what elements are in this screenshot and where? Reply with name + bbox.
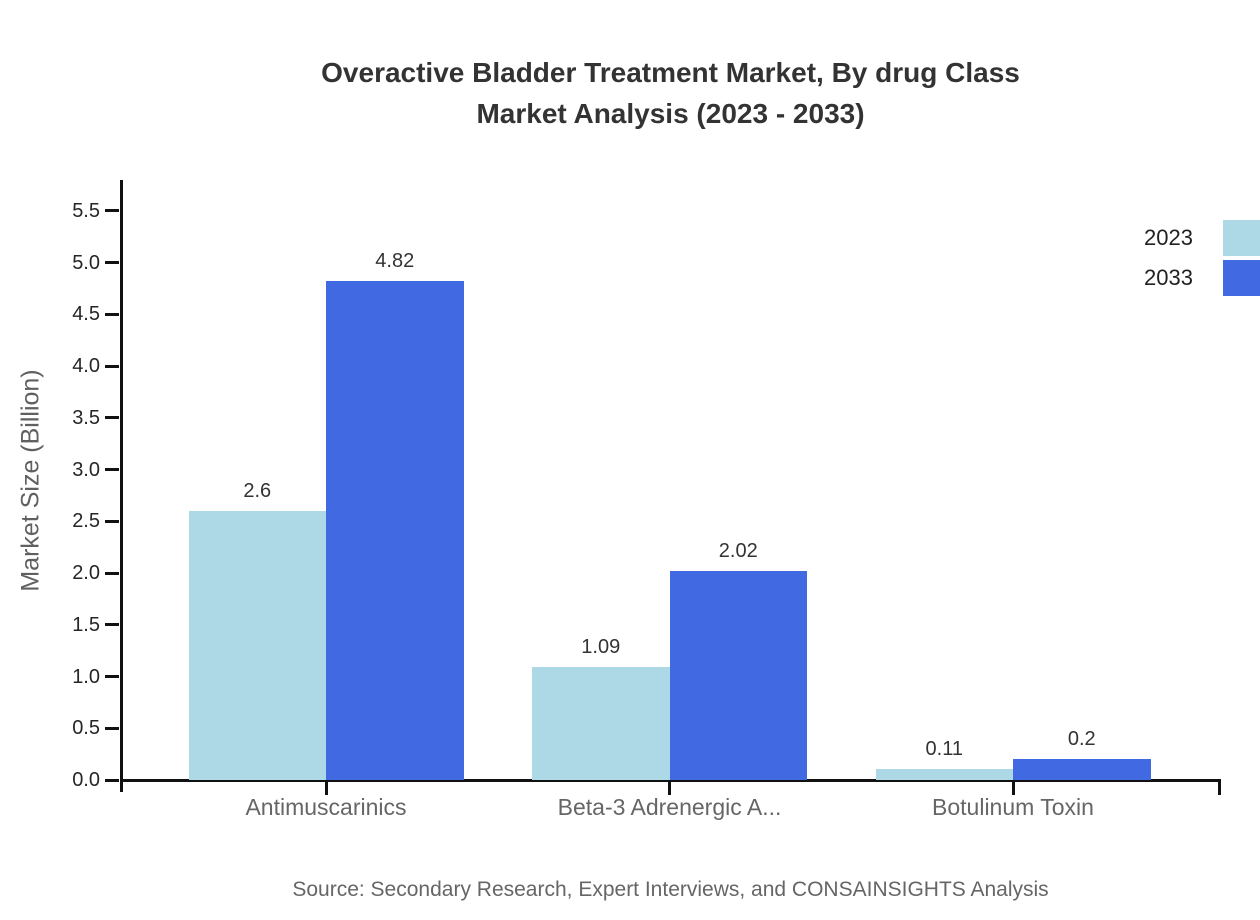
y-tick-label: 2.5	[72, 510, 100, 533]
y-tick-mark	[105, 519, 119, 523]
bar-2023-1	[532, 667, 670, 780]
y-tick-mark	[105, 364, 119, 368]
legend-row-2023: 2023	[1060, 218, 1260, 258]
y-tick-label: 4.0	[72, 355, 100, 377]
chart-title-line-1: Overactive Bladder Treatment Market, By …	[321, 57, 1020, 88]
y-tick-label: 1.0	[72, 665, 100, 688]
legend-label-2033: 2033	[1144, 265, 1193, 290]
legend-swatch-2033	[1223, 260, 1260, 296]
bar-2033-1	[669, 571, 807, 780]
bar-value-label: 0.2	[1067, 728, 1096, 750]
bar-2033-2	[1013, 759, 1151, 780]
bar-value-label: 1.09	[581, 636, 621, 658]
y-tick-mark	[105, 623, 119, 627]
x-category-label: Beta-3 Adrenergic A...	[557, 794, 782, 820]
chart-title: Overactive Bladder Treatment Market, By …	[121, 52, 1220, 134]
y-tick-mark	[105, 468, 119, 471]
y-tick-label: 2.0	[72, 562, 100, 584]
bar-2023-2	[875, 769, 1013, 780]
chart-title-line-2: Market Analysis (2023 - 2033)	[476, 98, 865, 129]
x-axis-spine	[120, 779, 1221, 782]
y-tick-mark	[105, 416, 119, 420]
y-tick-label: 5.0	[72, 251, 100, 274]
y-axis-spine	[120, 180, 123, 792]
bar-value-label: 2.6	[243, 480, 272, 502]
y-tick-label: 0.5	[72, 717, 100, 740]
legend-label-2023: 2023	[1144, 225, 1193, 250]
y-tick-mark	[105, 778, 119, 782]
y-tick-label: 3.0	[72, 458, 100, 481]
bar-value-label: 0.11	[925, 738, 963, 760]
x-tick-mark	[668, 782, 671, 795]
x-category-label: Antimuscarinics	[245, 794, 407, 820]
y-tick-mark	[105, 726, 119, 730]
y-tick-label: 3.5	[72, 406, 100, 429]
y-tick-mark	[105, 312, 119, 316]
x-axis-end-tick	[1218, 782, 1221, 795]
legend-row-2033: 2033	[1060, 258, 1260, 298]
bar-2023-0	[188, 511, 326, 780]
bar-2033-0	[326, 281, 464, 780]
y-tick-label: 1.5	[72, 613, 100, 636]
y-tick-label: 0.0	[72, 769, 100, 791]
y-tick-mark	[105, 675, 119, 678]
x-category-label: Botulinum Toxin	[932, 794, 1094, 820]
y-tick-mark	[105, 209, 119, 213]
y-tick-label: 5.5	[72, 199, 100, 222]
bar-value-label: 4.82	[375, 250, 415, 272]
bar-value-label: 2.02	[718, 540, 758, 562]
x-tick-mark	[324, 782, 328, 795]
y-tick-mark	[105, 571, 119, 575]
x-tick-mark	[1011, 782, 1015, 795]
legend-swatch-2023	[1223, 220, 1260, 256]
y-tick-mark	[105, 261, 119, 264]
source-note: Source: Secondary Research, Expert Inter…	[292, 878, 1049, 901]
y-tick-label: 4.5	[72, 303, 100, 326]
